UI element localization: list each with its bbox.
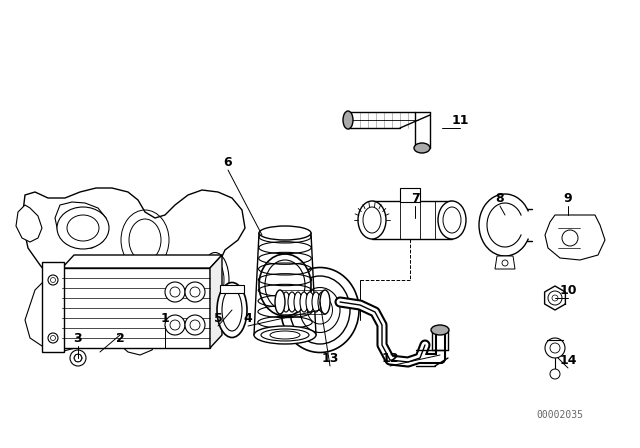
Circle shape bbox=[550, 369, 560, 379]
Ellipse shape bbox=[290, 276, 350, 344]
Text: 4: 4 bbox=[244, 311, 252, 324]
Polygon shape bbox=[22, 188, 245, 330]
Ellipse shape bbox=[320, 290, 330, 314]
Text: 6: 6 bbox=[224, 155, 232, 168]
Text: 2: 2 bbox=[116, 332, 124, 345]
Bar bbox=[62, 268, 210, 348]
Circle shape bbox=[165, 282, 185, 302]
Ellipse shape bbox=[281, 267, 359, 353]
Ellipse shape bbox=[206, 261, 224, 299]
Polygon shape bbox=[62, 255, 222, 268]
Text: 13: 13 bbox=[321, 352, 339, 365]
Circle shape bbox=[185, 315, 205, 335]
Ellipse shape bbox=[294, 292, 302, 312]
Text: 14: 14 bbox=[559, 353, 577, 366]
Ellipse shape bbox=[259, 226, 311, 240]
Circle shape bbox=[185, 282, 205, 302]
Ellipse shape bbox=[318, 292, 326, 312]
Polygon shape bbox=[545, 215, 605, 260]
Ellipse shape bbox=[438, 201, 466, 239]
Ellipse shape bbox=[270, 331, 300, 339]
Ellipse shape bbox=[343, 111, 353, 129]
Circle shape bbox=[48, 275, 58, 285]
Ellipse shape bbox=[259, 254, 311, 316]
Polygon shape bbox=[16, 205, 42, 242]
Text: 3: 3 bbox=[74, 332, 83, 345]
Circle shape bbox=[562, 230, 578, 246]
Bar bbox=[499, 256, 511, 264]
Ellipse shape bbox=[275, 290, 285, 314]
Ellipse shape bbox=[431, 325, 449, 335]
Circle shape bbox=[165, 315, 185, 335]
Text: 11: 11 bbox=[451, 113, 468, 126]
Ellipse shape bbox=[443, 207, 461, 233]
Bar bbox=[372, 201, 452, 239]
Text: 8: 8 bbox=[496, 191, 504, 204]
Text: 1: 1 bbox=[161, 311, 170, 324]
Polygon shape bbox=[55, 202, 108, 248]
Text: 10: 10 bbox=[559, 284, 577, 297]
Polygon shape bbox=[25, 272, 172, 355]
Ellipse shape bbox=[307, 296, 333, 324]
Circle shape bbox=[70, 350, 86, 366]
Ellipse shape bbox=[414, 143, 430, 153]
Ellipse shape bbox=[306, 292, 314, 312]
Ellipse shape bbox=[254, 326, 316, 344]
Ellipse shape bbox=[217, 283, 247, 337]
Text: 00002035: 00002035 bbox=[536, 410, 584, 420]
Ellipse shape bbox=[57, 207, 109, 249]
Ellipse shape bbox=[288, 292, 296, 312]
Circle shape bbox=[48, 333, 58, 343]
Polygon shape bbox=[495, 256, 515, 269]
Bar bbox=[400, 188, 420, 202]
Ellipse shape bbox=[261, 329, 309, 341]
Circle shape bbox=[545, 338, 565, 358]
Ellipse shape bbox=[312, 292, 320, 312]
Ellipse shape bbox=[67, 215, 99, 241]
Text: 12: 12 bbox=[381, 352, 399, 365]
Bar bbox=[220, 285, 244, 293]
Ellipse shape bbox=[363, 207, 381, 233]
Bar bbox=[42, 262, 64, 352]
Text: 7: 7 bbox=[411, 191, 419, 204]
Ellipse shape bbox=[358, 201, 386, 239]
Text: 5: 5 bbox=[214, 311, 222, 324]
Text: 9: 9 bbox=[564, 191, 572, 204]
Polygon shape bbox=[210, 255, 222, 348]
Ellipse shape bbox=[300, 292, 308, 312]
Ellipse shape bbox=[276, 292, 284, 312]
Ellipse shape bbox=[222, 289, 242, 331]
Ellipse shape bbox=[201, 253, 229, 307]
Ellipse shape bbox=[300, 288, 340, 332]
Ellipse shape bbox=[265, 260, 305, 310]
Ellipse shape bbox=[282, 292, 290, 312]
